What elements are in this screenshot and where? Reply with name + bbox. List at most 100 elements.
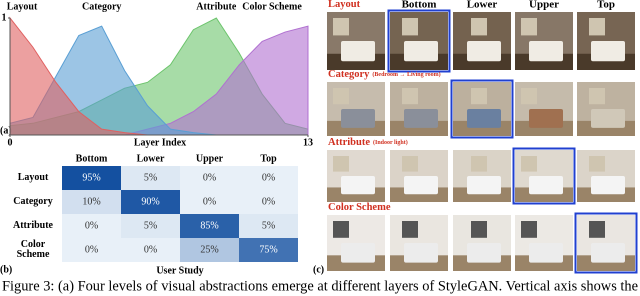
image-window: [402, 88, 418, 105]
heatmap-cell: [62, 214, 121, 238]
cell-label: 0%: [85, 220, 98, 231]
row-header-box: Layout: [18, 173, 49, 183]
image-bed: [591, 109, 625, 128]
image-window: [333, 156, 349, 172]
image-window: [471, 18, 487, 36]
image: [327, 150, 385, 202]
image: [577, 150, 635, 202]
image-bed: [341, 41, 375, 62]
x-tick-label: 13: [303, 137, 313, 148]
image-bed: [467, 243, 501, 263]
x-axis-title: User Study: [156, 265, 203, 276]
heatmap-cell: [121, 214, 180, 238]
series-label: Category: [82, 1, 121, 12]
y-tick-label: 1: [2, 12, 7, 23]
row-label-text: Category: [328, 69, 370, 80]
panel-label: (b): [0, 264, 12, 275]
image-window: [471, 88, 487, 105]
cell-label: 5%: [262, 220, 275, 231]
cell-label: 0%: [262, 172, 275, 183]
column-header: Top: [597, 0, 615, 11]
row-header: Attribute: [13, 220, 53, 231]
row-header: Color Scheme: [16, 239, 50, 260]
image-bed: [404, 41, 438, 62]
column-header: Lower: [467, 0, 498, 11]
row-label-text: Color Scheme: [328, 202, 391, 213]
cell-label: 90%: [141, 196, 159, 207]
x-tick-label: 0: [8, 137, 13, 148]
heatmap-cell: [121, 166, 180, 190]
image-window: [471, 156, 487, 172]
x-axis-title: Layer Index: [134, 137, 186, 148]
panel-label: (a): [0, 125, 12, 136]
heatmap-cell: [62, 190, 121, 214]
image-bed: [467, 41, 501, 62]
highlight-box: [512, 147, 576, 205]
heatmap-cell: [62, 166, 121, 190]
image-bed: [404, 176, 438, 195]
image-window: [402, 221, 418, 238]
heatmap-cell: [121, 238, 180, 262]
heatmap-cell: [180, 214, 239, 238]
image-bed: [341, 243, 375, 263]
image-bed: [529, 176, 563, 195]
image-window: [333, 221, 349, 238]
series-label: Layout: [7, 1, 38, 12]
highlight-box: [450, 79, 514, 139]
image-window: [402, 156, 418, 172]
image: [390, 150, 448, 202]
image: [453, 150, 511, 202]
image-window: [589, 221, 605, 238]
image-window: [589, 88, 605, 105]
cell-label: 0%: [203, 172, 216, 183]
panel-label: (c): [313, 264, 324, 275]
column-header: Bottom: [402, 0, 437, 11]
cell-label: 10%: [82, 196, 100, 207]
image-window: [589, 156, 605, 172]
image: [453, 215, 511, 271]
column-header: Upper: [196, 153, 224, 164]
image-bed: [591, 243, 625, 263]
image: [327, 215, 385, 271]
row-header: Category: [13, 196, 53, 207]
row-header-box: Attribute: [13, 220, 53, 231]
row-label-note: (Indoor light): [373, 139, 408, 146]
row-label: Layout: [328, 0, 361, 10]
image-bed: [591, 176, 625, 195]
image: [327, 82, 385, 136]
cell-label: 0%: [144, 244, 157, 255]
heatmap-cell: [239, 214, 298, 238]
image-window: [521, 88, 537, 105]
image-bed: [341, 176, 375, 195]
image: [515, 12, 573, 70]
row-label: Attribute (Indoor light): [328, 137, 408, 148]
heatmap-cell: [239, 190, 298, 214]
cell-label: 25%: [200, 244, 218, 255]
image-window: [521, 221, 537, 238]
row-label: Category (Bedroom → Living room): [328, 69, 441, 80]
image: [515, 215, 573, 271]
image: [574, 212, 638, 274]
image: [577, 12, 635, 70]
row-label-text: Attribute: [328, 137, 370, 148]
image-window: [333, 18, 349, 36]
heatmap-cell: [180, 238, 239, 262]
row-header-box: Color Scheme: [16, 239, 50, 260]
cell-label: 5%: [144, 220, 157, 231]
image-window: [471, 221, 487, 238]
heatmap-cell: [239, 166, 298, 190]
heatmap-cell: [180, 166, 239, 190]
heatmap-cell: [121, 190, 180, 214]
column-header: Upper: [529, 0, 559, 11]
highlight-box: [387, 9, 451, 73]
cell-label: 95%: [82, 172, 100, 183]
cell-label: 0%: [85, 244, 98, 255]
image-bed: [467, 109, 501, 128]
image: [450, 79, 514, 139]
image-bed: [529, 243, 563, 263]
image-bed: [529, 41, 563, 62]
image-bed: [404, 243, 438, 263]
cell-label: 0%: [203, 196, 216, 207]
